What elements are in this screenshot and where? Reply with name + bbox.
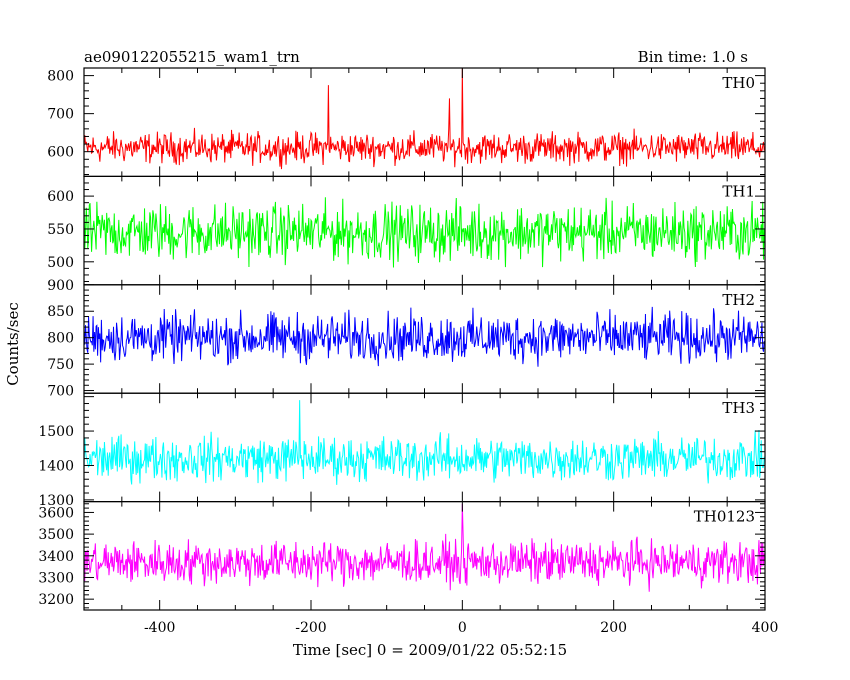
y-tick-label-th2: 900: [47, 278, 74, 294]
y-tick-label-th3: 1300: [38, 493, 74, 509]
panel-label-th2: TH2: [722, 291, 755, 309]
y-tick-label-th3: 1500: [38, 424, 74, 440]
panels-group: TH0 600 700 800 TH1 500 550 600 TH2 700 750 800 850 9…: [38, 67, 779, 636]
y-tick-label-th1: 500: [47, 255, 74, 271]
panel-frame-th3: [83, 392, 766, 503]
series-line-th1: [83, 197, 765, 268]
y-tick-label-th0123: 3500: [38, 527, 74, 543]
y-tick-label-th1: 550: [47, 222, 74, 238]
x-axis-label: Time [sec] 0 = 2009/01/22 05:52:15: [293, 641, 567, 659]
panel-label-th1: TH1: [722, 182, 755, 200]
x-tick-label: -200: [295, 620, 326, 636]
y-tick-label-th0123: 3300: [38, 570, 74, 586]
y-tick-label-th2: 800: [47, 331, 74, 347]
y-tick-label-th2: 750: [47, 357, 74, 373]
y-tick-label-th0: 800: [47, 69, 74, 85]
panel-frame-th0: [83, 67, 766, 178]
y-tick-label-th0123: 3600: [38, 505, 74, 521]
x-tick-label: 200: [600, 620, 627, 636]
y-tick-label-th2: 850: [47, 304, 74, 320]
series-line-th0123: [83, 503, 765, 592]
series-line-th2: [83, 306, 765, 367]
panel-label-th3: TH3: [722, 399, 755, 417]
y-tick-label-th0123: 3200: [38, 592, 74, 608]
y-tick-label-th0: 600: [47, 145, 74, 161]
y-axis-label: Counts/sec: [4, 302, 22, 386]
x-tick-label: -400: [144, 620, 175, 636]
bin-time-label: Bin time: 1.0 s: [638, 48, 748, 66]
panel-label-th0: TH0: [722, 74, 755, 92]
y-tick-label-th1: 600: [47, 189, 74, 205]
y-tick-label-th3: 1400: [38, 458, 74, 474]
y-tick-label-th0123: 3400: [38, 549, 74, 565]
y-tick-label-th0: 700: [47, 107, 74, 123]
series-line-th3: [83, 400, 765, 485]
series-line-th0: [83, 67, 765, 170]
x-tick-label: 0: [458, 620, 467, 636]
y-tick-label-th2: 700: [47, 384, 74, 400]
panel-label-th0123: TH0123: [694, 508, 755, 526]
x-tick-label: 400: [752, 620, 779, 636]
chart-title: ae090122055215_wam1_trn: [84, 48, 300, 66]
